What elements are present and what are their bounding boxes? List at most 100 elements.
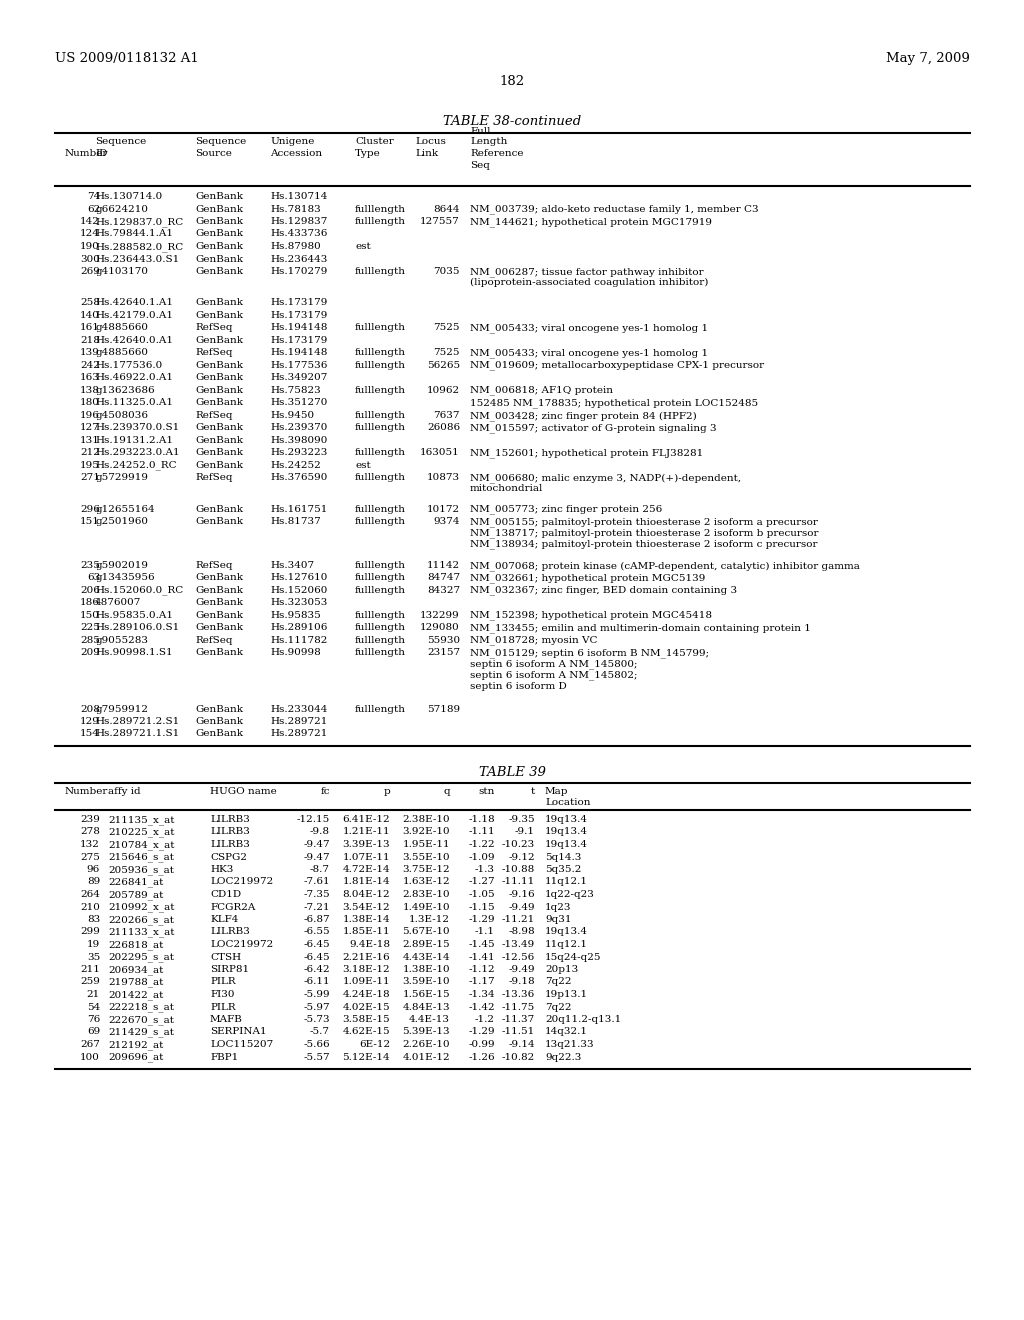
Text: GenBank: GenBank (195, 598, 243, 607)
Text: -5.97: -5.97 (303, 1002, 330, 1011)
Text: LILRB3: LILRB3 (210, 828, 250, 837)
Text: 296: 296 (80, 504, 100, 513)
Text: Full: Full (470, 127, 490, 136)
Text: fulllength: fulllength (355, 611, 406, 620)
Text: NM_015597; activator of G-protein signaling 3: NM_015597; activator of G-protein signal… (470, 424, 717, 433)
Text: 9q31: 9q31 (545, 915, 571, 924)
Text: Hs.239370: Hs.239370 (270, 424, 328, 432)
Text: -8.7: -8.7 (310, 865, 330, 874)
Text: -9.47: -9.47 (303, 840, 330, 849)
Text: 139: 139 (80, 348, 100, 358)
Text: Length: Length (470, 137, 507, 147)
Text: fulllength: fulllength (355, 449, 406, 457)
Text: 4.4E-13: 4.4E-13 (409, 1015, 450, 1024)
Text: 218: 218 (80, 335, 100, 345)
Text: 7637: 7637 (433, 411, 460, 420)
Text: -6.87: -6.87 (303, 915, 330, 924)
Text: 19q13.4: 19q13.4 (545, 814, 588, 824)
Text: Hs.170279: Hs.170279 (270, 267, 328, 276)
Text: 9q22.3: 9q22.3 (545, 1052, 582, 1061)
Text: 100: 100 (80, 1052, 100, 1061)
Text: 138: 138 (80, 385, 100, 395)
Text: PILR: PILR (210, 978, 236, 986)
Text: 186: 186 (80, 598, 100, 607)
Text: GenBank: GenBank (195, 310, 243, 319)
Text: NM_018728; myosin VC: NM_018728; myosin VC (470, 636, 597, 645)
Text: GenBank: GenBank (195, 461, 243, 470)
Text: GenBank: GenBank (195, 298, 243, 308)
Text: 8644: 8644 (433, 205, 460, 214)
Text: 11142: 11142 (427, 561, 460, 570)
Text: 1.63E-12: 1.63E-12 (402, 878, 450, 887)
Text: Hs.194148: Hs.194148 (270, 348, 328, 358)
Text: GenBank: GenBank (195, 730, 243, 738)
Text: LILRB3: LILRB3 (210, 814, 250, 824)
Text: 131: 131 (80, 436, 100, 445)
Text: GenBank: GenBank (195, 424, 243, 432)
Text: -1.29: -1.29 (468, 1027, 495, 1036)
Text: 13q21.33: 13q21.33 (545, 1040, 595, 1049)
Text: fulllength: fulllength (355, 424, 406, 432)
Text: 74: 74 (87, 191, 100, 201)
Text: -11.75: -11.75 (502, 1002, 535, 1011)
Text: 19q13.4: 19q13.4 (545, 840, 588, 849)
Text: 269: 269 (80, 267, 100, 276)
Text: -6.11: -6.11 (303, 978, 330, 986)
Text: 4.84E-13: 4.84E-13 (402, 1002, 450, 1011)
Text: 1.81E-14: 1.81E-14 (342, 878, 390, 887)
Text: -9.14: -9.14 (508, 1040, 535, 1049)
Text: Hs.95835.0.A1: Hs.95835.0.A1 (95, 611, 173, 620)
Text: 14q32.1: 14q32.1 (545, 1027, 588, 1036)
Text: 1q23: 1q23 (545, 903, 571, 912)
Text: Hs.130714: Hs.130714 (270, 191, 328, 201)
Text: -12.56: -12.56 (502, 953, 535, 961)
Text: Hs.289721: Hs.289721 (270, 730, 328, 738)
Text: GenBank: GenBank (195, 573, 243, 582)
Text: NM_005773; zinc finger protein 256: NM_005773; zinc finger protein 256 (470, 504, 663, 515)
Text: GenBank: GenBank (195, 255, 243, 264)
Text: GenBank: GenBank (195, 717, 243, 726)
Text: 4876007: 4876007 (95, 598, 141, 607)
Text: Hs.376590: Hs.376590 (270, 474, 328, 482)
Text: NM_015129; septin 6 isoform B NM_145799;
septin 6 isoform A NM_145800;
septin 6 : NM_015129; septin 6 isoform B NM_145799;… (470, 648, 710, 690)
Text: 5q35.2: 5q35.2 (545, 865, 582, 874)
Text: -1.22: -1.22 (468, 840, 495, 849)
Text: 211135_x_at: 211135_x_at (108, 814, 174, 825)
Text: Hs.90998: Hs.90998 (270, 648, 321, 657)
Text: 5.39E-13: 5.39E-13 (402, 1027, 450, 1036)
Text: 202295_s_at: 202295_s_at (108, 953, 174, 962)
Text: Hs.129837.0_RC: Hs.129837.0_RC (95, 216, 183, 227)
Text: 4.72E-14: 4.72E-14 (342, 865, 390, 874)
Text: -1.17: -1.17 (468, 978, 495, 986)
Text: NM_005433; viral oncogene yes-1 homolog 1: NM_005433; viral oncogene yes-1 homolog … (470, 348, 709, 358)
Text: Hs.289106: Hs.289106 (270, 623, 328, 632)
Text: 7q22: 7q22 (545, 978, 571, 986)
Text: LOC219972: LOC219972 (210, 878, 273, 887)
Text: HK3: HK3 (210, 865, 233, 874)
Text: fulllength: fulllength (355, 623, 406, 632)
Text: CSPG2: CSPG2 (210, 853, 247, 862)
Text: 264: 264 (80, 890, 100, 899)
Text: -1.3: -1.3 (475, 865, 495, 874)
Text: FBP1: FBP1 (210, 1052, 239, 1061)
Text: RefSeq: RefSeq (195, 561, 232, 570)
Text: 182: 182 (500, 75, 524, 88)
Text: 1.38E-10: 1.38E-10 (402, 965, 450, 974)
Text: g5902019: g5902019 (95, 561, 148, 570)
Text: -7.21: -7.21 (303, 903, 330, 912)
Text: 211: 211 (80, 965, 100, 974)
Text: 210784_x_at: 210784_x_at (108, 840, 174, 850)
Text: 1.85E-11: 1.85E-11 (342, 928, 390, 936)
Text: Hs.323053: Hs.323053 (270, 598, 328, 607)
Text: Source: Source (195, 149, 231, 158)
Text: 69: 69 (87, 1027, 100, 1036)
Text: 142: 142 (80, 216, 100, 226)
Text: Location: Location (545, 799, 591, 807)
Text: 215646_s_at: 215646_s_at (108, 853, 174, 862)
Text: -1.09: -1.09 (468, 853, 495, 862)
Text: affy id: affy id (108, 787, 140, 796)
Text: 11q12.1: 11q12.1 (545, 878, 588, 887)
Text: 225: 225 (80, 623, 100, 632)
Text: 163051: 163051 (420, 449, 460, 457)
Text: -6.45: -6.45 (303, 953, 330, 961)
